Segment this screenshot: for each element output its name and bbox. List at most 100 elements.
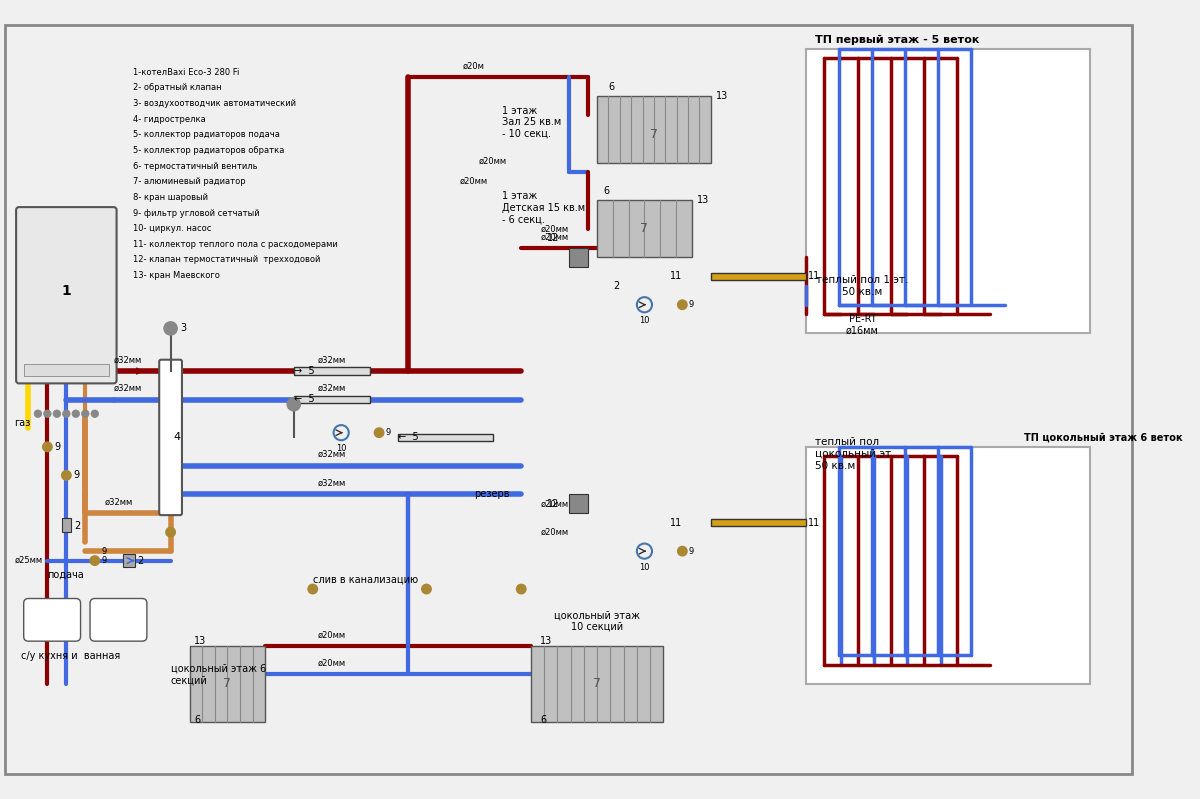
Text: 6: 6 <box>604 186 610 196</box>
Text: ø32мм: ø32мм <box>318 479 346 487</box>
Text: ø32мм: ø32мм <box>318 384 346 393</box>
FancyBboxPatch shape <box>24 598 80 641</box>
Text: 7: 7 <box>641 222 648 236</box>
Text: 11: 11 <box>809 518 821 527</box>
Text: ø20мм: ø20мм <box>540 225 569 233</box>
Text: ø32мм: ø32мм <box>104 498 132 507</box>
Text: 9: 9 <box>689 300 695 309</box>
Text: 7: 7 <box>593 678 601 690</box>
Bar <box>530 646 664 721</box>
Bar <box>805 447 1090 684</box>
Text: 13: 13 <box>540 636 552 646</box>
Text: 13- кран Маевского: 13- кран Маевского <box>133 271 220 280</box>
Text: подача: подача <box>47 570 84 580</box>
Text: 11: 11 <box>809 272 821 281</box>
Text: ø20мм: ø20мм <box>479 157 506 165</box>
Bar <box>124 554 134 567</box>
Text: теплый пол 1 эт.
50 кв.м: теплый пол 1 эт. 50 кв.м <box>816 275 908 296</box>
Text: ø25мм: ø25мм <box>14 556 43 565</box>
Text: ø32мм: ø32мм <box>318 356 346 364</box>
Text: 9- фильтр угловой сетчатый: 9- фильтр угловой сетчатый <box>133 209 259 217</box>
Text: 13: 13 <box>194 636 206 646</box>
Text: 6: 6 <box>194 715 200 725</box>
Text: 1 этаж
Детская 15 кв.м
- 6 секц.: 1 этаж Детская 15 кв.м - 6 секц. <box>503 191 586 225</box>
Text: 2: 2 <box>74 520 80 531</box>
Bar <box>805 49 1090 333</box>
Text: ø20мм: ø20мм <box>540 499 569 508</box>
Text: 2: 2 <box>138 555 144 566</box>
Text: ø32мм: ø32мм <box>114 356 142 364</box>
Text: 7: 7 <box>223 678 232 690</box>
Bar <box>294 368 370 375</box>
Text: 6: 6 <box>608 81 614 92</box>
Bar <box>710 272 805 280</box>
Text: газ: газ <box>14 418 30 428</box>
Text: 12: 12 <box>547 233 559 244</box>
Text: →  5: → 5 <box>294 366 314 376</box>
Text: 9: 9 <box>689 547 695 555</box>
Bar <box>598 201 692 257</box>
Text: 2: 2 <box>613 280 619 291</box>
Text: ø20м: ø20м <box>463 62 485 70</box>
Text: ø20мм: ø20мм <box>460 177 488 186</box>
Text: 1: 1 <box>61 284 71 297</box>
Text: 10: 10 <box>640 316 649 325</box>
Circle shape <box>91 410 98 418</box>
FancyBboxPatch shape <box>16 207 116 384</box>
Text: теплый пол
цокольный эт.
50 кв.м: теплый пол цокольный эт. 50 кв.м <box>815 437 894 471</box>
Circle shape <box>516 584 526 594</box>
Circle shape <box>90 556 100 566</box>
Text: цокольный этаж
10 секций: цокольный этаж 10 секций <box>554 610 640 632</box>
Circle shape <box>62 410 70 418</box>
Circle shape <box>53 410 61 418</box>
Circle shape <box>164 322 178 335</box>
Text: 3- воздухоотводчик автоматический: 3- воздухоотводчик автоматический <box>133 99 295 108</box>
Text: ТП первый этаж - 5 веток: ТП первый этаж - 5 веток <box>815 34 979 45</box>
Text: ø20мм: ø20мм <box>540 233 569 241</box>
Circle shape <box>287 398 300 411</box>
Text: ø32мм: ø32мм <box>318 450 346 459</box>
FancyBboxPatch shape <box>90 598 146 641</box>
Text: ТП цокольный этаж 6 веток: ТП цокольный этаж 6 веток <box>1024 432 1182 443</box>
Circle shape <box>43 410 52 418</box>
Text: ←  5: ← 5 <box>294 395 314 404</box>
Text: 6: 6 <box>540 715 546 725</box>
Text: 10: 10 <box>640 562 649 571</box>
Text: 7: 7 <box>650 128 658 141</box>
Text: 5- коллектор радиаторов подача: 5- коллектор радиаторов подача <box>133 130 280 139</box>
Circle shape <box>166 527 175 537</box>
Bar <box>710 519 805 527</box>
FancyBboxPatch shape <box>160 360 182 515</box>
Bar <box>190 646 265 721</box>
Circle shape <box>82 410 89 418</box>
Text: PE-RT
ø16мм: PE-RT ø16мм <box>846 314 878 336</box>
Text: 13: 13 <box>715 91 727 101</box>
Text: ø20мм: ø20мм <box>540 527 569 537</box>
Text: 9: 9 <box>73 471 79 480</box>
Text: 9: 9 <box>102 556 107 565</box>
Circle shape <box>43 442 52 451</box>
Text: ←  5: ← 5 <box>398 432 419 443</box>
Text: ø20мм: ø20мм <box>318 658 346 668</box>
Circle shape <box>61 471 71 480</box>
Text: 6- термостатичный вентиль: 6- термостатичный вентиль <box>133 161 257 171</box>
Circle shape <box>308 584 318 594</box>
Text: 7- алюминевый радиатор: 7- алюминевый радиатор <box>133 177 245 186</box>
Text: 10- циркул. насос: 10- циркул. насос <box>133 225 211 233</box>
Bar <box>398 434 493 441</box>
Bar <box>569 495 588 513</box>
Text: цокольный этаж 6
секций: цокольный этаж 6 секций <box>170 663 266 685</box>
Bar <box>61 518 71 532</box>
Circle shape <box>34 410 42 418</box>
Text: 9: 9 <box>102 547 107 555</box>
Text: ø20мм: ø20мм <box>318 630 346 639</box>
Bar <box>24 364 109 376</box>
Text: 5- коллектор радиаторов обратка: 5- коллектор радиаторов обратка <box>133 146 284 155</box>
Text: 9: 9 <box>54 442 60 452</box>
Text: 13: 13 <box>696 196 709 205</box>
Bar <box>598 96 710 162</box>
Text: 12: 12 <box>547 499 559 509</box>
Bar <box>569 248 588 267</box>
Text: 1-котелBaxi Eco-3 280 Fi: 1-котелBaxi Eco-3 280 Fi <box>133 68 239 77</box>
Text: ø32мм: ø32мм <box>114 384 142 393</box>
